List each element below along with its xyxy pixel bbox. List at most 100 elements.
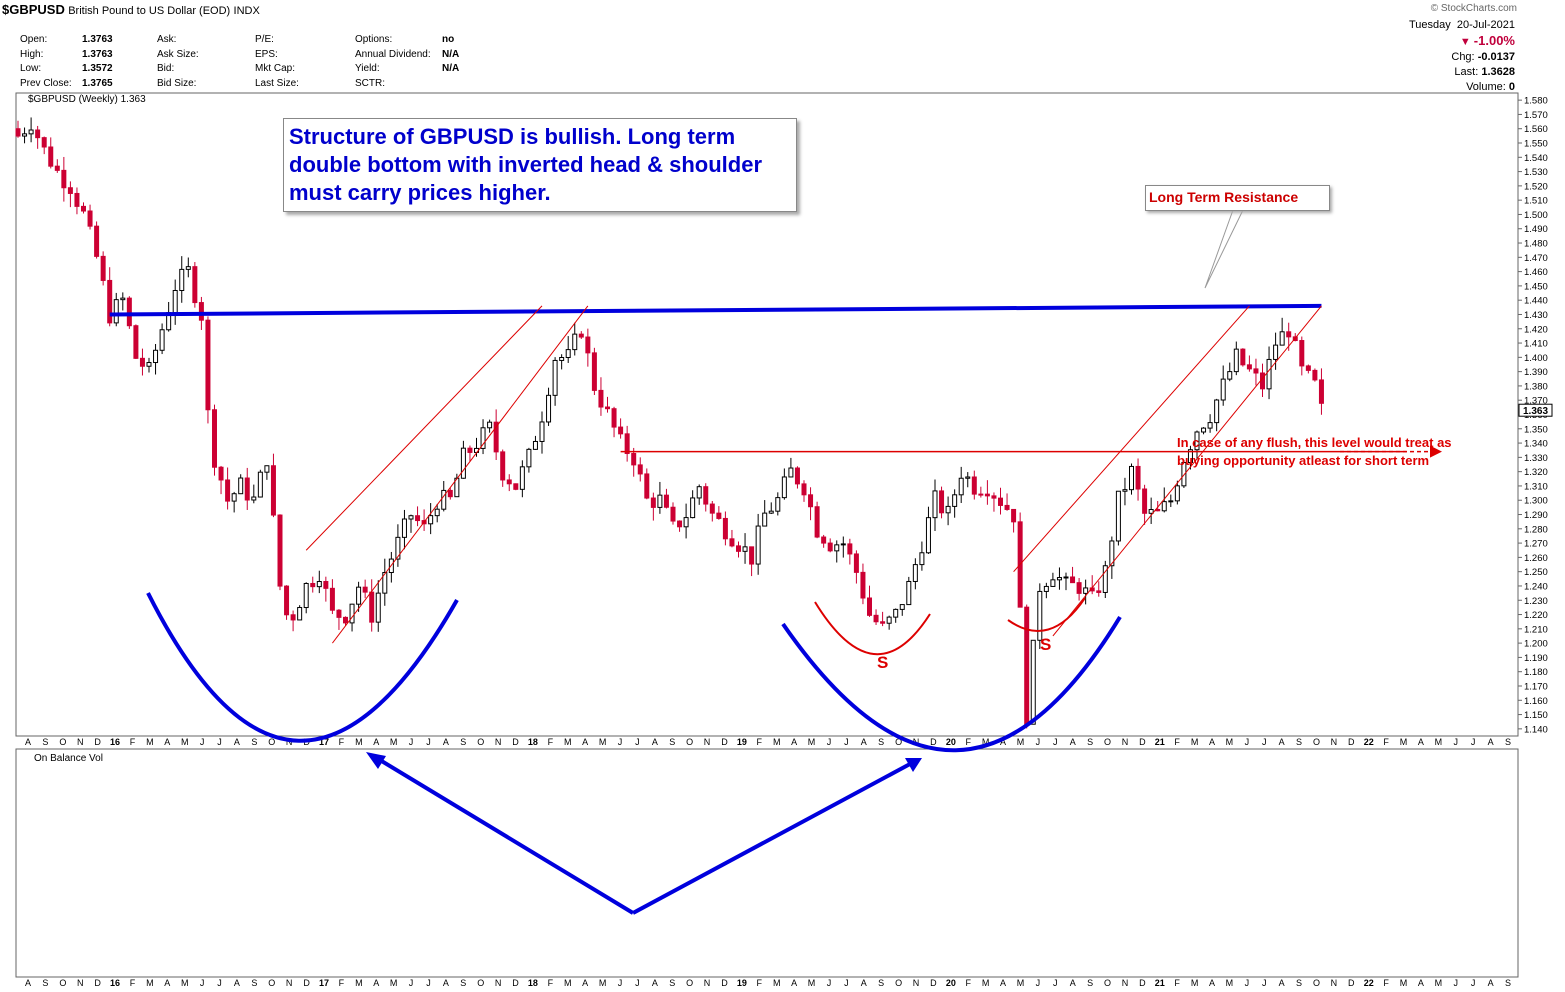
candle-body [218, 466, 224, 481]
x-tick-label: F [339, 737, 345, 747]
candle-body [172, 289, 178, 314]
stat-label: High: [20, 48, 44, 60]
candle-body [1148, 509, 1154, 514]
candle-body [762, 512, 768, 527]
y-tick-label: 1.470 [1524, 253, 1548, 264]
y-tick-label: 1.350 [1524, 424, 1548, 435]
x-tick-label: J [409, 737, 414, 747]
x-tick-label: F [1174, 737, 1180, 747]
candle-body [1030, 639, 1036, 725]
candle-body [244, 477, 250, 501]
candle-body [467, 447, 473, 453]
right-shoulder-label: S [1040, 635, 1051, 654]
x-tick-label: O [1104, 978, 1111, 988]
candle-body [139, 357, 145, 367]
candle-body [369, 591, 375, 623]
candle-body [605, 406, 610, 410]
candle-body [447, 489, 453, 498]
candle-body [526, 448, 532, 468]
x-tick-label: J [426, 737, 431, 747]
volume-label: Volume: [1466, 81, 1506, 93]
candle-body [113, 299, 119, 324]
x-tick-label: N [77, 978, 84, 988]
stat-value: 1.3763 [82, 48, 113, 60]
x-tick-label: F [757, 978, 763, 988]
x-tick-label: A [1070, 978, 1076, 988]
candle-body [1155, 509, 1161, 512]
x-tick-label: D [512, 737, 519, 747]
candle-body [329, 587, 335, 611]
x-tick-label: F [548, 737, 554, 747]
candle-body [1266, 358, 1272, 390]
candle-body [971, 476, 977, 495]
quote-panel: Tuesday 20-Jul-2021 ▼ -1.00% Chg: -0.013… [1409, 18, 1515, 95]
x-tick-label: 21 [1155, 978, 1165, 988]
x-tick-label: M [146, 978, 154, 988]
x-tick-label: J [618, 737, 623, 747]
x-tick-label: N [704, 737, 711, 747]
y-tick-label: 1.210 [1524, 624, 1548, 635]
candle-body [251, 496, 257, 501]
candle-body [434, 508, 440, 517]
x-tick-label: J [844, 978, 849, 988]
candle-body [1312, 369, 1318, 381]
y-tick-label: 1.260 [1524, 553, 1548, 564]
candle-body [591, 352, 597, 391]
x-tick-label: J [1036, 978, 1041, 988]
y-tick-label: 1.170 [1524, 681, 1548, 692]
candle-body [159, 329, 165, 351]
candle-body [1253, 368, 1259, 374]
x-tick-label: S [1296, 737, 1302, 747]
candle-body [690, 497, 696, 519]
candle-body [382, 572, 388, 594]
x-tick-label: M [1191, 978, 1199, 988]
y-tick-label: 1.520 [1524, 181, 1548, 192]
x-tick-label: M [1435, 737, 1443, 747]
candle-body [41, 137, 47, 148]
candle-body [912, 564, 918, 582]
x-tick-label: F [1174, 978, 1180, 988]
candle-body [1056, 577, 1062, 581]
candle-body [546, 394, 552, 423]
candle-body [375, 592, 381, 623]
y-tick-label: 1.230 [1524, 596, 1548, 607]
resistance-label: Long Term Resistance [1149, 189, 1299, 205]
candle-body [48, 146, 54, 167]
volume-value: 0 [1508, 81, 1515, 93]
x-tick-label: J [844, 737, 849, 747]
stat-label: Yield: [355, 63, 380, 74]
x-tick-label: A [25, 978, 31, 988]
x-tick-label: M [599, 737, 607, 747]
x-tick-label: J [1245, 978, 1250, 988]
candle-body [1063, 576, 1069, 579]
x-tick-label: D [94, 737, 101, 747]
candle-body [1122, 489, 1128, 492]
candle-body [1096, 590, 1102, 593]
candle-body [939, 490, 945, 514]
candle-body [1279, 331, 1285, 346]
candle-body [991, 495, 997, 499]
x-tick-label: N [1331, 737, 1338, 747]
candle-body [205, 319, 211, 411]
candle-body [1076, 582, 1082, 594]
candle-body [146, 362, 152, 367]
x-tick-label: 16 [110, 737, 120, 747]
candle-body [1214, 399, 1220, 424]
left-arrow-line [373, 755, 635, 915]
y-tick-label: 1.560 [1524, 124, 1548, 135]
candle-body [94, 225, 100, 257]
y-tick-label: 1.300 [1524, 496, 1548, 507]
candle-body [1142, 488, 1148, 514]
candle-body [808, 494, 814, 508]
candle-body [552, 359, 558, 396]
candle-body [487, 421, 493, 429]
change-pct: -1.00% [1473, 33, 1515, 48]
y-tick-label: 1.250 [1524, 567, 1548, 578]
x-tick-label: J [426, 978, 431, 988]
candle-body [87, 210, 93, 227]
candle-body [133, 325, 139, 359]
y-tick-label: 1.400 [1524, 353, 1548, 364]
y-tick-label: 1.190 [1524, 653, 1548, 664]
candle-body [650, 497, 656, 508]
candle-body [925, 517, 931, 554]
